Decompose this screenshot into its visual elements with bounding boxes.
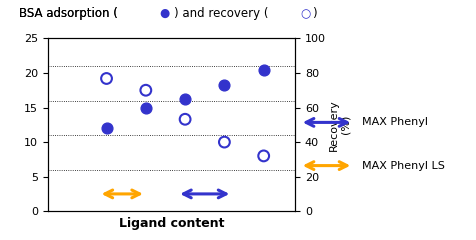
- Point: [103, 126, 110, 130]
- Text: MAX Phenyl: MAX Phenyl: [362, 117, 427, 127]
- Point: [220, 140, 228, 144]
- Point: [103, 77, 110, 80]
- Text: ●: ●: [159, 7, 170, 20]
- Point: [142, 106, 149, 109]
- Point: [142, 88, 149, 92]
- Point: [220, 83, 228, 87]
- Point: [181, 97, 189, 101]
- Y-axis label: Recovery
(%): Recovery (%): [328, 99, 350, 151]
- Text: ○: ○: [300, 7, 310, 20]
- X-axis label: Ligand content: Ligand content: [119, 217, 224, 230]
- Text: ): ): [312, 7, 317, 20]
- Text: MAX Phenyl LS: MAX Phenyl LS: [362, 161, 445, 171]
- Text: BSA adsorption (: BSA adsorption (: [19, 7, 118, 20]
- Point: [260, 68, 268, 72]
- Text: BSA adsorption (: BSA adsorption (: [19, 7, 118, 20]
- Text: ) and recovery (: ) and recovery (: [174, 7, 268, 20]
- Point: [260, 154, 268, 158]
- Point: [181, 117, 189, 121]
